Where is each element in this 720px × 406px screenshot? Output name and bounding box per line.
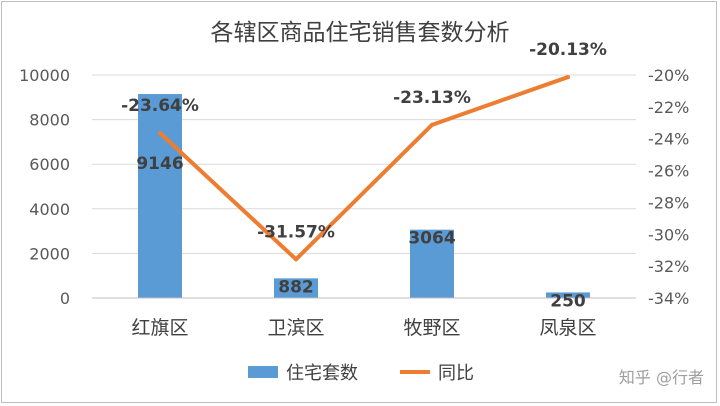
watermark: 知乎 @行者 <box>618 368 704 387</box>
right-tick-label: -24% <box>648 130 689 149</box>
right-axis: -34% -32% -30% -28% -26% -24% -22% -20% <box>648 66 689 308</box>
bar-data-label: 3064 <box>408 229 455 249</box>
left-axis: 0 2000 4000 6000 8000 10000 <box>19 66 70 308</box>
left-tick-label: 4000 <box>29 200 70 219</box>
line-point <box>294 257 298 262</box>
legend: 住宅套数 同比 <box>248 363 474 384</box>
line-data-label: -20.13% <box>529 40 607 60</box>
chart-title: 各辖区商品住宅销售套数分析 <box>211 20 510 46</box>
bar-data-label: 250 <box>550 291 586 311</box>
bar <box>546 292 590 298</box>
bar-data-labels: 9146 882 3064 250 <box>136 154 586 311</box>
line-path <box>158 75 569 262</box>
line-data-labels: -23.64% -31.57% -23.13% -20.13% <box>121 40 607 242</box>
line-point <box>566 75 570 80</box>
bar <box>410 229 454 298</box>
category-label: 凤泉区 <box>539 317 596 339</box>
category-label: 红旗区 <box>131 317 188 339</box>
bar-data-label: 9146 <box>136 154 183 174</box>
gridlines <box>92 74 636 254</box>
line-data-label: -23.64% <box>121 96 199 116</box>
right-tick-label: -28% <box>648 193 689 212</box>
x-axis: 红旗区 卫滨区 牧野区 凤泉区 <box>92 297 636 339</box>
category-label: 卫滨区 <box>267 317 324 339</box>
right-tick-label: -26% <box>648 162 689 181</box>
right-tick-label: -30% <box>648 225 689 244</box>
line-point <box>430 122 434 127</box>
category-label: 牧野区 <box>403 317 460 339</box>
line-series <box>158 75 570 262</box>
right-tick-label: -32% <box>648 257 689 276</box>
left-tick-label: 0 <box>60 289 70 308</box>
bar-series <box>138 94 590 299</box>
right-tick-label: -22% <box>648 98 689 117</box>
left-tick-label: 6000 <box>29 155 70 174</box>
left-tick-label: 10000 <box>19 66 70 85</box>
line-point <box>158 130 162 135</box>
right-tick-label: -34% <box>648 289 689 308</box>
bar <box>138 94 182 299</box>
legend-label: 住宅套数 <box>286 363 358 384</box>
legend-label: 同比 <box>438 363 474 384</box>
bar <box>274 278 318 298</box>
left-tick-label: 2000 <box>29 244 70 263</box>
line-data-label: -23.13% <box>393 88 471 108</box>
legend-swatch-bar <box>248 366 278 378</box>
line-data-label: -31.57% <box>257 222 335 242</box>
right-tick-label: -20% <box>648 66 689 85</box>
bar-data-label: 882 <box>278 277 314 297</box>
left-tick-label: 8000 <box>29 111 70 130</box>
